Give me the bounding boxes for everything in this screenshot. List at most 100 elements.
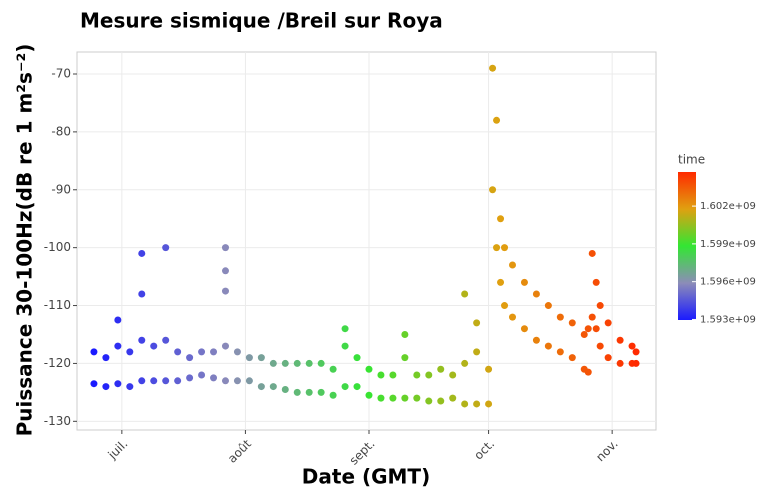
point <box>198 348 206 356</box>
point <box>281 385 289 393</box>
colorbar-tick-label: 1.596e+09 <box>700 277 756 288</box>
point <box>544 302 552 310</box>
point <box>568 354 576 362</box>
point <box>501 302 509 310</box>
point <box>150 377 158 385</box>
point <box>221 267 229 275</box>
point <box>493 116 501 124</box>
point <box>138 249 146 257</box>
x-tick-label: août <box>225 436 254 465</box>
point <box>221 377 229 385</box>
point <box>588 249 596 257</box>
point <box>497 278 505 286</box>
point <box>138 336 146 344</box>
point <box>114 316 122 324</box>
point <box>305 359 313 367</box>
y-axis-label: Puissance 30-100Hz(dB re 1 m²s⁻²) <box>13 44 37 437</box>
point <box>365 365 373 373</box>
y-tick-label: -120 <box>44 356 71 370</box>
point <box>341 342 349 350</box>
point <box>269 359 277 367</box>
y-tick-label: -100 <box>44 240 71 254</box>
point <box>377 394 385 402</box>
point <box>493 244 501 252</box>
point <box>90 348 98 356</box>
point <box>489 64 497 72</box>
point <box>353 383 361 391</box>
point <box>281 359 289 367</box>
point <box>174 377 182 385</box>
point <box>508 313 516 321</box>
point <box>461 400 469 408</box>
point <box>317 359 325 367</box>
point <box>461 290 469 298</box>
point <box>221 342 229 350</box>
point <box>584 325 592 333</box>
point <box>257 354 265 362</box>
point <box>293 359 301 367</box>
y-tick-label: -70 <box>51 66 71 80</box>
point <box>473 319 481 327</box>
colorbar-title: time <box>678 153 705 167</box>
point <box>485 400 493 408</box>
point <box>329 365 337 373</box>
point <box>257 383 265 391</box>
point <box>568 319 576 327</box>
point <box>413 394 421 402</box>
point <box>389 394 397 402</box>
x-tick-label: nov. <box>593 437 621 465</box>
colorbar-tick-label: 1.599e+09 <box>700 239 756 250</box>
point <box>233 377 241 385</box>
chart-title: Mesure sismique /Breil sur Roya <box>80 9 443 33</box>
point <box>632 359 640 367</box>
point <box>437 397 445 405</box>
point <box>632 348 640 356</box>
plot-area <box>76 51 657 431</box>
point <box>616 336 624 344</box>
point <box>532 290 540 298</box>
point <box>186 374 194 382</box>
point <box>114 342 122 350</box>
point <box>102 383 110 391</box>
x-tick-label: sept. <box>347 437 378 468</box>
point <box>341 383 349 391</box>
x-axis-label: Date (GMT) <box>302 465 430 489</box>
point <box>221 287 229 295</box>
point <box>162 244 170 252</box>
point <box>532 336 540 344</box>
point <box>461 359 469 367</box>
point <box>592 325 600 333</box>
point <box>126 348 134 356</box>
point <box>210 348 218 356</box>
point <box>210 374 218 382</box>
point <box>604 319 612 327</box>
x-tick-label: juil. <box>105 437 131 463</box>
point <box>341 325 349 333</box>
point <box>628 342 636 350</box>
point <box>616 359 624 367</box>
point <box>497 215 505 223</box>
point <box>245 354 253 362</box>
point <box>473 348 481 356</box>
point <box>162 377 170 385</box>
point <box>449 371 457 379</box>
y-tick-label: -90 <box>51 182 71 196</box>
point <box>269 383 277 391</box>
point <box>520 278 528 286</box>
point <box>501 244 509 252</box>
point <box>90 380 98 388</box>
point <box>596 342 604 350</box>
colorbar-tick-label: 1.602e+09 <box>700 201 756 212</box>
point <box>604 354 612 362</box>
point <box>592 278 600 286</box>
point <box>401 394 409 402</box>
point <box>150 342 158 350</box>
point <box>377 371 385 379</box>
point <box>556 313 564 321</box>
point <box>317 388 325 396</box>
point <box>413 371 421 379</box>
point <box>544 342 552 350</box>
point <box>473 400 481 408</box>
y-tick-label: -110 <box>44 298 71 312</box>
